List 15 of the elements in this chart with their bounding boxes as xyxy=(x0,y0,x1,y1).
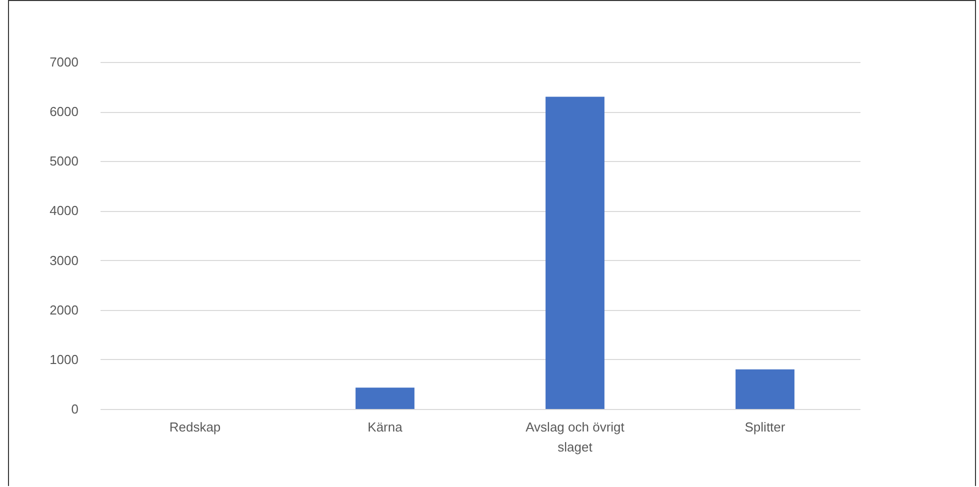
y-tick-label: 0 xyxy=(71,402,78,416)
y-tick-label: 5000 xyxy=(50,154,78,169)
y-tick-label: 6000 xyxy=(50,104,78,120)
x-tick-label: Splitter xyxy=(744,420,786,434)
x-tick-label: Kärna xyxy=(368,420,404,434)
y-tick-label: 2000 xyxy=(50,302,78,318)
x-tick-label: Redskap xyxy=(169,420,221,434)
y-tick-label: 3000 xyxy=(50,252,78,268)
bar xyxy=(356,388,414,409)
y-tick-label: 4000 xyxy=(50,203,78,218)
bar xyxy=(546,96,604,409)
y-tick-label: 7000 xyxy=(50,54,78,70)
bar xyxy=(736,369,794,409)
y-tick-label: 1000 xyxy=(50,352,78,367)
x-tick-label: Avslag och övrigt slaget xyxy=(526,420,625,454)
